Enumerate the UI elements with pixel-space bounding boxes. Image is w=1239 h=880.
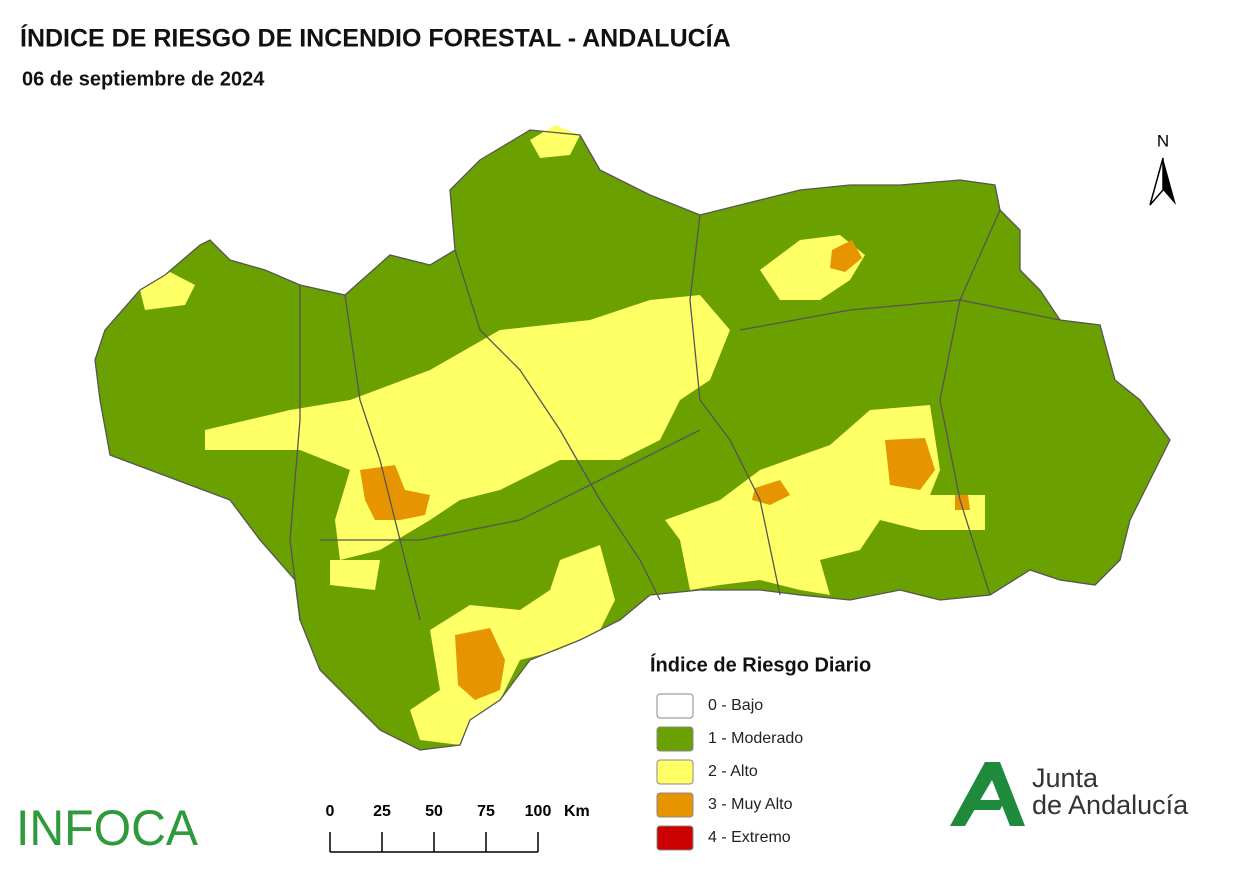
north-arrow-right <box>1163 158 1176 205</box>
junta-symbol-bar <box>970 800 1005 810</box>
legend-label: 2 - Alto <box>708 763 758 780</box>
scale-label: 100 <box>525 803 552 820</box>
legend-swatch <box>656 759 694 785</box>
legend: 0 - Bajo 1 - Moderado 2 - Alto 3 - Muy Alto… <box>656 693 803 851</box>
junta-text: de Andalucía <box>1032 790 1189 820</box>
legend-label: 0 - Bajo <box>708 697 763 714</box>
region-alto <box>140 272 195 310</box>
region-muy-alto <box>455 628 505 700</box>
province-border <box>320 429 701 541</box>
scale-unit: Km <box>564 803 590 820</box>
legend-label: 3 - Muy Alto <box>708 796 793 813</box>
province-border <box>344 294 421 621</box>
province-border <box>939 209 1001 596</box>
infoca-logo: INFOCA <box>16 800 199 856</box>
province-border <box>454 249 661 601</box>
junta-symbol <box>950 762 1025 826</box>
title: ÍNDICE DE RIESGO DE INCENDIO FORESTAL - … <box>20 24 731 53</box>
legend-title: Índice de Riesgo Diario <box>650 653 871 676</box>
subtitle: 06 de septiembre de 2024 <box>22 68 265 90</box>
legend-swatch <box>656 825 694 851</box>
legend-label: 4 - Extremo <box>708 829 791 846</box>
scale-label: 25 <box>373 803 391 820</box>
region-muy-alto <box>360 465 430 520</box>
region-muy-alto <box>955 495 970 510</box>
north-label: N <box>1157 131 1169 150</box>
legend-label: 1 - Moderado <box>708 730 803 747</box>
region-alto <box>410 545 615 745</box>
scale-bar: 0 25 50 75 100 Km <box>326 803 590 853</box>
province-border <box>739 299 1061 331</box>
north-arrow: N <box>1149 131 1176 206</box>
legend-swatch <box>656 792 694 818</box>
region-muy-alto <box>885 438 935 490</box>
scale-label: 50 <box>425 803 443 820</box>
scale-label: 0 <box>326 803 335 820</box>
province-border <box>689 214 781 596</box>
junta-text: Junta <box>1032 763 1099 793</box>
region-outline <box>94 129 1171 751</box>
region-alto <box>205 295 730 560</box>
junta-logo: Junta de Andalucía <box>950 762 1189 826</box>
map <box>94 125 1171 751</box>
region-muy-alto <box>830 240 862 272</box>
region-muy-alto <box>752 480 790 505</box>
legend-swatch <box>656 693 694 719</box>
legend-swatch <box>656 726 694 752</box>
scale-label: 75 <box>477 803 495 820</box>
north-arrow-left <box>1149 157 1164 206</box>
region-alto <box>330 560 380 590</box>
